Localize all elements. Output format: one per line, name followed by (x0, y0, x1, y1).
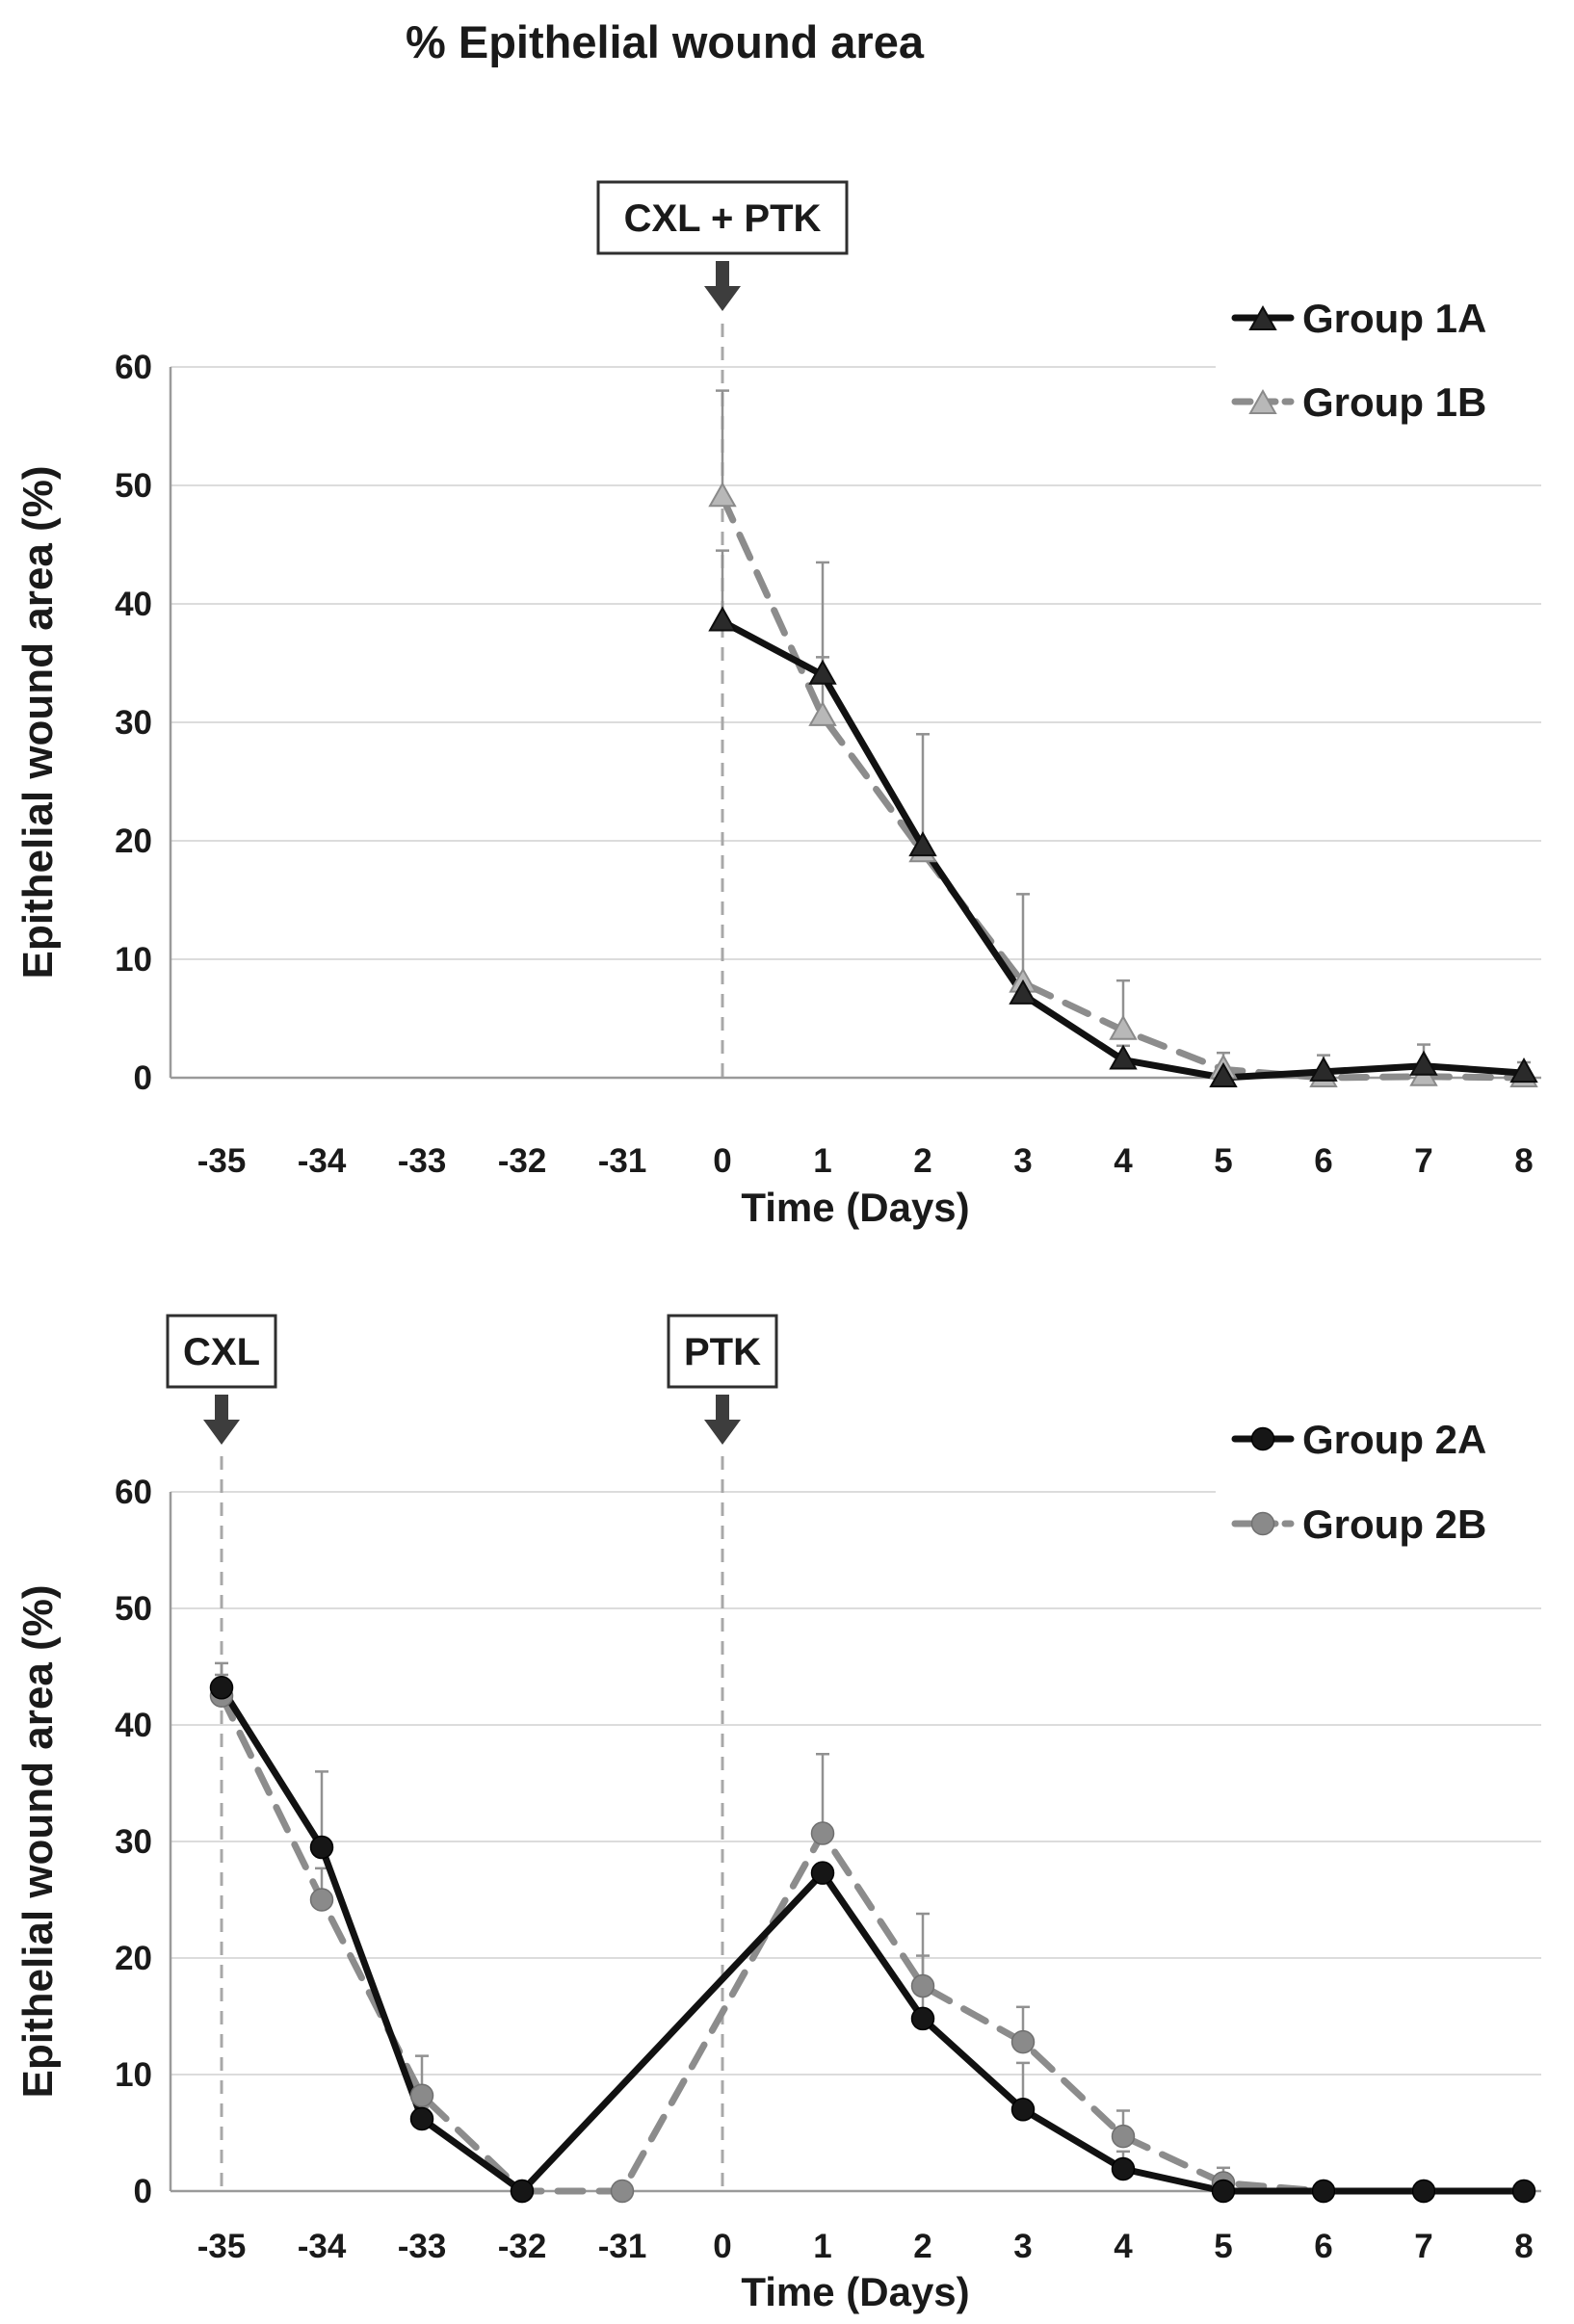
x-tick-label: -31 (598, 2228, 647, 2265)
x-tick-label: -33 (398, 1142, 447, 1180)
x-tick-label: -32 (498, 1142, 547, 1180)
data-point-Group-1B (1109, 1014, 1138, 1040)
x-tick-label: 5 (1214, 1142, 1232, 1180)
data-point-Group-1A (1409, 1050, 1438, 1076)
y-tick-label: 50 (115, 1590, 152, 1628)
data-point-Group-2A (409, 2106, 434, 2131)
x-tick-label: 8 (1514, 1142, 1533, 1180)
data-point-Group-2A (810, 1861, 835, 1885)
data-point-Group-1B (808, 700, 837, 726)
x-tick-label: 5 (1214, 2228, 1232, 2265)
y-tick-label: 10 (115, 941, 152, 979)
x-tick-label: -31 (598, 1142, 647, 1180)
y-axis-title: Epithelial wound area (%) (14, 466, 62, 979)
data-point-Group-1A (1309, 1056, 1338, 1082)
data-point-Group-1A (908, 831, 937, 857)
data-point-Group-2A (510, 2179, 535, 2204)
x-tick-label: 0 (713, 2228, 731, 2265)
x-tick-label: -34 (298, 2228, 347, 2265)
x-tick-label: 3 (1013, 2228, 1032, 2265)
data-point-Group-2B (910, 1973, 935, 1998)
data-point-Group-1A (1509, 1058, 1538, 1084)
data-point-Group-2A (1211, 2179, 1236, 2204)
x-axis-title: Time (Days) (741, 2269, 969, 2314)
event-label: CXL + PTK (624, 197, 822, 240)
data-point-Group-1B (708, 482, 737, 508)
event-label-box (166, 1314, 277, 1389)
y-tick-label: 0 (134, 2173, 152, 2210)
event-down-arrow (704, 1395, 741, 1445)
x-tick-label: 1 (813, 1142, 831, 1180)
legend-label: Group 2A (1302, 1417, 1486, 1462)
x-tick-label: -33 (398, 2228, 447, 2265)
y-tick-label: 40 (115, 586, 152, 623)
x-tick-label: 7 (1414, 2228, 1432, 2265)
y-tick-label: 60 (115, 349, 152, 386)
y-tick-label: 10 (115, 2056, 152, 2094)
x-tick-label: -34 (298, 1142, 347, 1180)
data-point-Group-2B (610, 2179, 635, 2204)
data-point-Group-2B (409, 2083, 434, 2108)
y-tick-label: 60 (115, 1474, 152, 1511)
data-point-Group-1A (708, 606, 737, 632)
data-point-Group-2B (1010, 2029, 1036, 2054)
x-tick-label: -35 (197, 2228, 247, 2265)
event-down-arrow (203, 1395, 240, 1445)
event-label: CXL (183, 1331, 260, 1373)
data-point-Group-2B (309, 1888, 334, 1912)
x-tick-label: 8 (1514, 2228, 1533, 2265)
data-point-Group-2B (810, 1821, 835, 1845)
x-tick-label: 0 (713, 1142, 731, 1180)
legend-label: Group 1B (1302, 379, 1486, 425)
x-axis-title: Time (Days) (741, 1185, 969, 1230)
x-tick-label: 4 (1114, 1142, 1133, 1180)
y-tick-label: 20 (115, 1940, 152, 1977)
y-tick-label: 30 (115, 704, 152, 742)
legend-label: Group 2B (1302, 1501, 1486, 1547)
legend-marker (1250, 1426, 1275, 1451)
x-tick-label: -32 (498, 2228, 547, 2265)
y-tick-label: 30 (115, 1823, 152, 1861)
x-tick-label: -35 (197, 1142, 247, 1180)
x-tick-label: 6 (1314, 1142, 1332, 1180)
y-axis-title: Epithelial wound area (%) (14, 1585, 62, 2099)
figure-title: % Epithelial wound area (406, 16, 924, 67)
data-point-Group-2A (1411, 2179, 1436, 2204)
data-point-Group-2A (1311, 2179, 1336, 2204)
y-tick-label: 50 (115, 467, 152, 505)
legend-label: Group 1A (1302, 296, 1486, 341)
event-label-box (596, 180, 849, 255)
x-tick-label: 2 (913, 2228, 931, 2265)
data-point-Group-2B (1111, 2124, 1136, 2149)
legend-marker (1248, 304, 1277, 330)
legend-marker (1250, 1511, 1275, 1536)
legend-background (1216, 277, 1541, 443)
event-label-box (667, 1314, 778, 1389)
event-label: PTK (684, 1331, 761, 1373)
legend-marker (1248, 388, 1277, 414)
data-point-Group-2A (1010, 2098, 1036, 2122)
data-point-Group-2A (1511, 2179, 1536, 2204)
x-tick-label: 4 (1114, 2228, 1133, 2265)
event-down-arrow (704, 261, 741, 311)
legend-background (1216, 1398, 1541, 1564)
y-tick-label: 0 (134, 1059, 152, 1097)
x-tick-label: 7 (1414, 1142, 1432, 1180)
series-line-Group-2A (218, 1684, 1528, 2195)
data-point-Group-1A (1009, 979, 1037, 1005)
data-point-Group-2A (209, 1676, 234, 1700)
x-tick-label: 6 (1314, 2228, 1332, 2265)
data-point-Group-1A (808, 659, 837, 685)
data-point-Group-2A (1111, 2156, 1136, 2181)
data-point-Group-1A (1209, 1061, 1238, 1087)
y-tick-label: 40 (115, 1707, 152, 1744)
x-tick-label: 2 (913, 1142, 931, 1180)
data-point-Group-2A (910, 2006, 935, 2031)
x-tick-label: 1 (813, 2228, 831, 2265)
y-tick-label: 20 (115, 823, 152, 860)
data-point-Group-2A (309, 1835, 334, 1860)
x-tick-label: 3 (1013, 1142, 1032, 1180)
data-point-Group-1A (1109, 1044, 1138, 1070)
